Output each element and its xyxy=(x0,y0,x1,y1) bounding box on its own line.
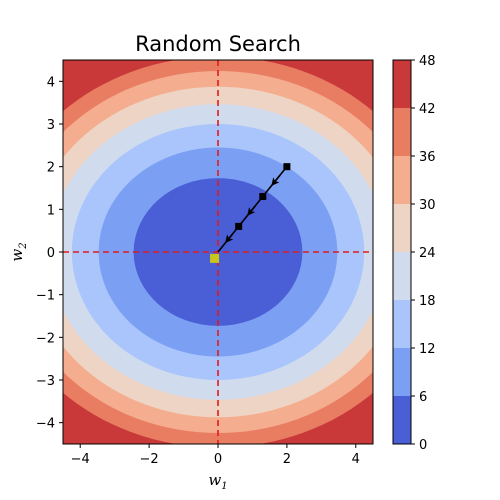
path-point xyxy=(235,222,243,230)
colorbar-tick-label: 42 xyxy=(419,102,436,117)
y-tick-label: 2 xyxy=(47,161,55,176)
colorbar-bands xyxy=(393,60,411,444)
x-tick-label: −4 xyxy=(71,452,90,467)
colorbar-tick-label: 12 xyxy=(419,342,436,357)
colorbar-ticks: 0 6 12 18 24 30 36 42 48 xyxy=(411,54,436,453)
colorbar-band xyxy=(393,108,411,156)
path-point xyxy=(283,163,291,171)
x-tick-label: 2 xyxy=(283,452,291,467)
colorbar-tick-label: 0 xyxy=(419,438,427,453)
y-tick-label: −2 xyxy=(36,331,55,346)
colorbar-band xyxy=(393,204,411,252)
colorbar-tick-label: 30 xyxy=(419,198,436,213)
x-tick-label: 0 xyxy=(214,452,222,467)
path-arrow xyxy=(247,204,257,216)
colorbar-tick-label: 18 xyxy=(419,294,436,309)
y-axis-label-base: w xyxy=(8,249,26,262)
colorbar-tick-label: 24 xyxy=(419,246,436,261)
colorbar: 0 6 12 18 24 30 36 42 48 xyxy=(392,54,436,453)
y-tick-label: −4 xyxy=(36,417,55,432)
colorbar-tick-label: 6 xyxy=(419,390,427,405)
y-tick-label: 1 xyxy=(47,203,55,218)
y-tick-label: −3 xyxy=(36,374,55,389)
colorbar-band xyxy=(393,348,411,396)
colorbar-band xyxy=(393,156,411,204)
x-tick-label: 4 xyxy=(352,452,360,467)
colorbar-band xyxy=(393,60,411,108)
x-axis-label-base: w xyxy=(208,471,221,489)
y-tick-label: 0 xyxy=(47,246,55,261)
y-axis: −4 −3 −2 −1 0 1 2 3 4 xyxy=(36,75,63,432)
colorbar-band xyxy=(393,396,411,444)
x-axis: −4 −2 0 2 4 xyxy=(71,444,360,467)
y-tick-label: −1 xyxy=(36,289,55,304)
contour-fill xyxy=(63,60,373,444)
x-axis-label: w1 xyxy=(208,471,227,492)
path-arrow xyxy=(225,233,234,244)
y-axis-label-sub: 2 xyxy=(18,242,29,249)
plot-area xyxy=(62,59,374,445)
colorbar-tick-label: 36 xyxy=(419,150,436,165)
x-tick-label: −2 xyxy=(140,452,159,467)
y-tick-label: 3 xyxy=(47,118,55,133)
colorbar-tick-label: 48 xyxy=(419,54,436,69)
colorbar-band xyxy=(393,252,411,300)
path-point xyxy=(259,193,267,201)
colorbar-band xyxy=(393,300,411,348)
y-tick-label: 4 xyxy=(47,75,55,90)
chart-title: Random Search xyxy=(135,32,301,56)
path-arrow xyxy=(271,175,281,186)
search-path xyxy=(210,163,291,263)
optimum-marker xyxy=(210,253,220,263)
x-axis-label-sub: 1 xyxy=(221,481,227,492)
y-axis-label: w2 xyxy=(8,242,29,261)
